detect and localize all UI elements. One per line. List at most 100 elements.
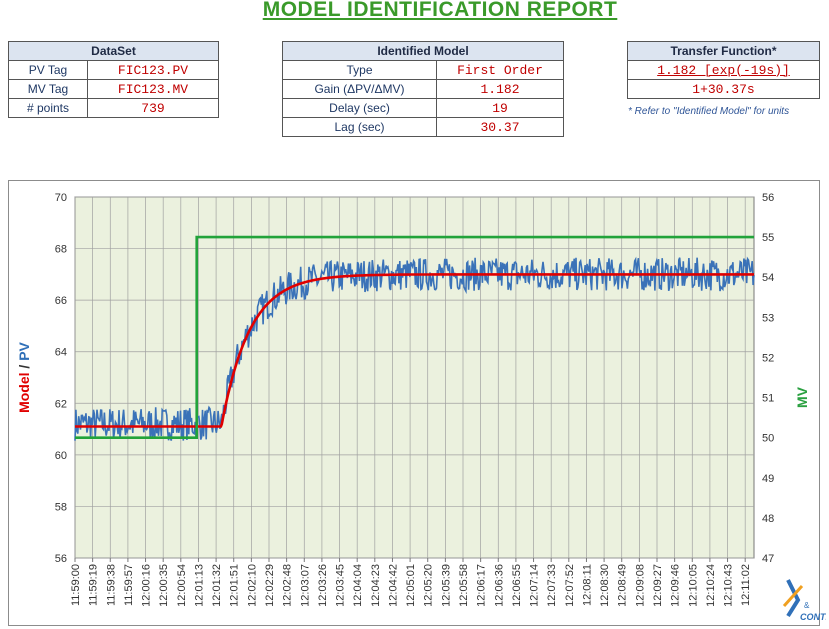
delay-value: 19 [436, 98, 564, 118]
x-tick-label: 12:09:08 [634, 564, 646, 607]
type-label: Type [282, 60, 437, 80]
x-tick-label: 12:08:49 [617, 564, 629, 607]
x-tick-label: 12:01:51 [229, 564, 241, 607]
transfer-function-header: Transfer Function* [627, 41, 820, 61]
left-tick-label: 68 [55, 244, 67, 256]
left-axis-title-text: Model / PV [16, 341, 32, 412]
x-tick-label: 12:09:27 [652, 564, 664, 607]
x-tick-label: 12:05:58 [458, 564, 470, 607]
right-tick-label: 54 [762, 272, 774, 284]
right-tick-label: 49 [762, 473, 774, 485]
trend-chart: 56 58 60 62 64 66 68 70 47 48 49 50 51 52 53 54 55 56 11… [16, 192, 810, 607]
delay-label: Delay (sec) [282, 98, 437, 118]
right-tick-label: 50 [762, 433, 774, 445]
x-tick-label: 12:05:39 [440, 564, 452, 607]
pv-tag-value: FIC123.PV [87, 60, 219, 80]
dataset-table: DataSet PV Tag FIC123.PV MV Tag FIC123.M… [8, 41, 219, 118]
transfer-function-table: Transfer Function* 1.182 [exp(-19s)] 1+3… [627, 41, 820, 99]
x-tick-label: 12:08:30 [599, 564, 611, 607]
x-tick-label: 12:04:04 [352, 564, 364, 607]
series-line-pv [74, 256, 755, 441]
mv-tag-label: MV Tag [8, 79, 88, 99]
grid-lines [74, 196, 754, 559]
x-tick-label: 12:06:55 [511, 564, 523, 607]
table-row: MV Tag FIC123.MV [8, 79, 219, 99]
table-row: 1+30.37s [627, 79, 820, 99]
left-tick-label: 70 [55, 192, 67, 204]
left-tick-label: 60 [55, 450, 67, 462]
x-tick-label: 12:05:01 [405, 564, 417, 607]
gain-value: 1.182 [436, 79, 564, 99]
left-tick-label: 66 [55, 295, 67, 307]
x-tick-label: 12:03:26 [317, 564, 329, 607]
x-tick-label: 12:09:46 [670, 564, 682, 607]
transfer-function-footnote: * Refer to "Identified Model" for units [628, 106, 790, 117]
left-tick-label: 56 [55, 553, 67, 565]
x-tick-label: 11:59:57 [123, 564, 135, 606]
table-row: Type First Order [282, 60, 564, 80]
x-tick-label: 11:59:00 [70, 564, 82, 606]
x-tick-label: 12:06:17 [476, 564, 488, 607]
right-tick-label: 51 [762, 393, 774, 405]
plot-area [74, 196, 755, 559]
points-label: # points [8, 98, 88, 118]
x-tick-label: 12:10:05 [687, 564, 699, 607]
x-tick-label: 12:00:35 [158, 564, 170, 607]
report-title: MODEL IDENTIFICATION REPORT [262, 0, 618, 21]
logo-mark [786, 579, 801, 618]
right-tick-label: 48 [762, 513, 774, 525]
pv-tag-label: PV Tag [8, 60, 88, 80]
x-tick-label: 11:59:19 [88, 564, 100, 606]
x-tick-label: 12:08:11 [581, 564, 593, 606]
x-tick-label: 12:03:45 [335, 564, 347, 607]
gain-label: Gain (ΔPV/ΔMV) [282, 79, 437, 99]
table-row: 1.182 [exp(-19s)] [627, 60, 820, 80]
dataset-header: DataSet [8, 41, 219, 61]
x-tick-label: 12:00:54 [176, 564, 188, 607]
right-tick-label: 55 [762, 232, 774, 244]
x-tick-label: 12:07:33 [546, 564, 558, 607]
table-row: Gain (ΔPV/ΔMV) 1.182 [282, 79, 564, 99]
left-tick-label: 64 [55, 347, 67, 359]
right-tick-label: 52 [762, 352, 774, 364]
x-tick-label: 12:06:36 [493, 564, 505, 607]
left-tick-label: 62 [55, 398, 67, 410]
x-tick-label: 12:03:07 [299, 564, 311, 607]
series-lines [74, 235, 755, 441]
x-tick-label: 12:01:32 [211, 564, 223, 607]
left-axis-title-part: PV [16, 341, 32, 360]
logo-text: CONTROL [800, 612, 826, 622]
x-tick-label: 12:02:29 [264, 564, 276, 607]
x-tick-label: 12:10:43 [723, 564, 735, 607]
identified-model-header: Identified Model [282, 41, 564, 61]
x-tick-label: 12:11:02 [740, 564, 752, 606]
mv-tag-value: FIC123.MV [87, 79, 219, 99]
left-axis-title-part: Model [16, 372, 32, 412]
left-tick-label: 58 [55, 501, 67, 513]
right-tick-label: 47 [762, 553, 774, 565]
series-line-mv [75, 235, 754, 439]
type-value: First Order [436, 60, 564, 80]
logo-ampersand: & [804, 601, 810, 610]
table-row: PV Tag FIC123.PV [8, 60, 219, 80]
right-axis-title: MV [794, 386, 810, 408]
x-tick-label: 12:07:14 [529, 564, 541, 607]
x-tick-label: 12:04:23 [370, 564, 382, 607]
left-axis-title-part: / [16, 361, 32, 373]
x-axis-ticks: 11:59:00 11:59:19 11:59:38 11:59:57 12:00:16… [70, 558, 752, 607]
x-tick-label: 12:10:24 [705, 564, 717, 607]
x-tick-label: 11:59:38 [105, 564, 117, 606]
table-row: Lag (sec) 30.37 [282, 117, 564, 137]
x-tick-label: 12:07:52 [564, 564, 576, 607]
lag-label: Lag (sec) [282, 117, 437, 137]
x-tick-label: 12:02:48 [282, 564, 294, 607]
transfer-function-denominator: 1+30.37s [627, 79, 820, 99]
identified-model-table: Identified Model Type First Order Gain (… [282, 41, 564, 137]
table-row: # points 739 [8, 98, 219, 118]
x-tick-label: 12:05:20 [423, 564, 435, 607]
table-row: Delay (sec) 19 [282, 98, 564, 118]
lag-value: 30.37 [436, 117, 564, 137]
transfer-function-numerator: 1.182 [exp(-19s)] [627, 60, 820, 80]
x-tick-label: 12:00:16 [141, 564, 153, 607]
x-tick-label: 12:02:10 [246, 564, 258, 607]
